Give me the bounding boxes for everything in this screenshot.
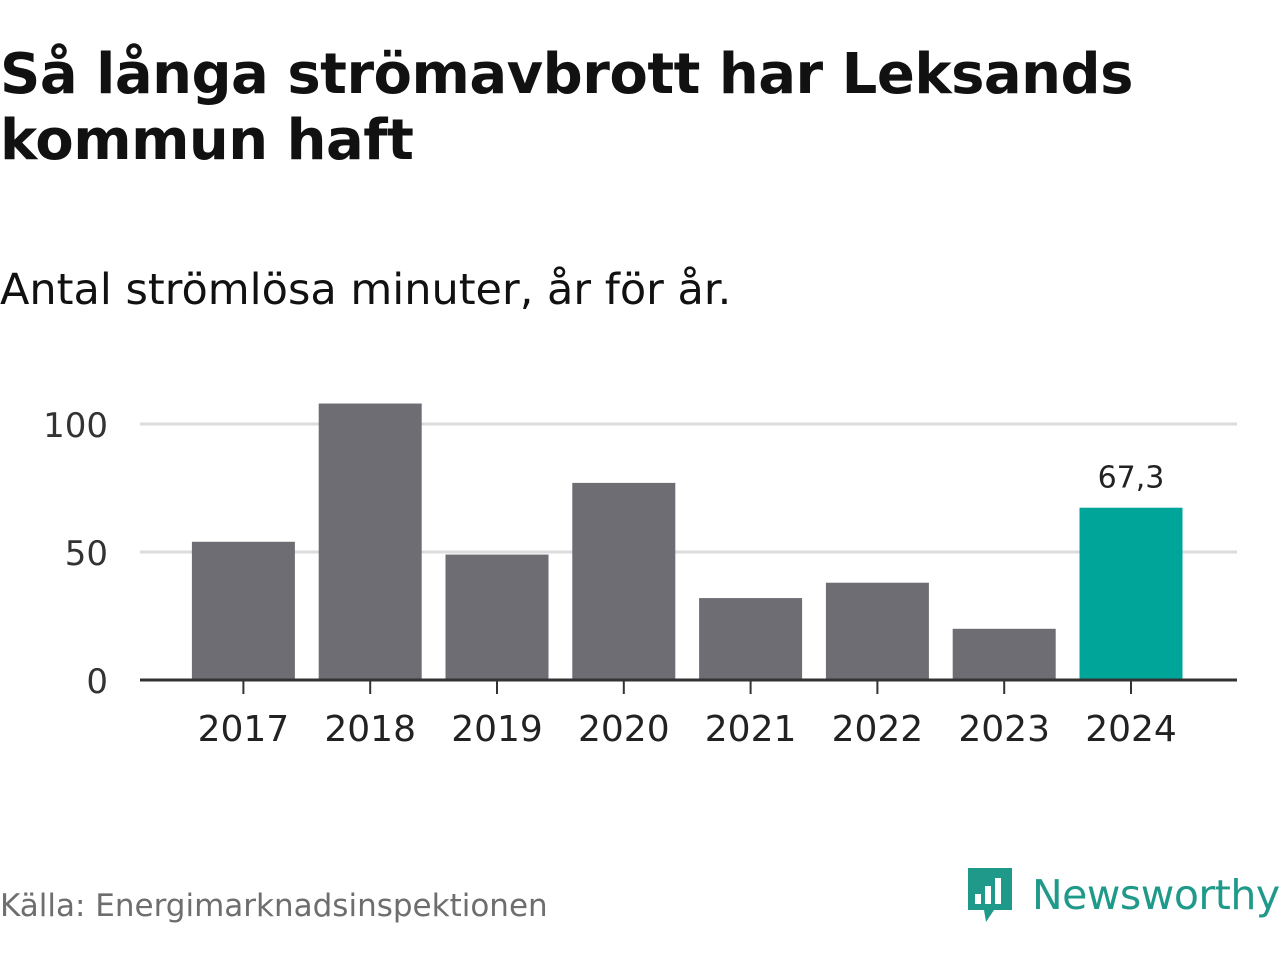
bar-2018 [319,404,422,680]
source-note: Källa: Energimarknadsinspektionen [0,886,548,926]
newsworthy-logo-text: Newsworthy [1032,871,1280,919]
y-tick-label: 0 [86,662,108,702]
bar-2019 [446,555,549,680]
bar-2020 [572,483,675,680]
y-tick-label: 100 [43,406,108,446]
x-tick-label: 2023 [958,709,1050,750]
x-tick-label: 2024 [1085,709,1177,750]
x-tick-label: 2018 [324,709,416,750]
bar-2017 [192,542,295,680]
bar-2024 [1080,508,1183,680]
bar-2021 [699,598,802,680]
x-tick-label: 2019 [451,709,543,750]
bar-2022 [826,583,929,680]
newsworthy-logo: Newsworthy [964,862,1280,928]
x-tick-label: 2017 [198,709,290,750]
x-tick-label: 2022 [832,709,924,750]
chart-title: Så långa strömavbrott har Leksands kommu… [0,42,1200,174]
x-tick-label: 2020 [578,709,670,750]
chart-subtitle: Antal strömlösa minuter, år för år. [0,262,731,318]
bar-chart: 0 50 100 2017 2018 2019 2020 2021 2022 2023 2024 67… [0,360,1280,780]
y-tick-label: 50 [65,534,108,574]
x-tick-label: 2021 [705,709,797,750]
bar-2023 [953,629,1056,680]
newsworthy-chart-icon [964,864,1016,926]
data-label-2024: 67,3 [1098,461,1165,496]
